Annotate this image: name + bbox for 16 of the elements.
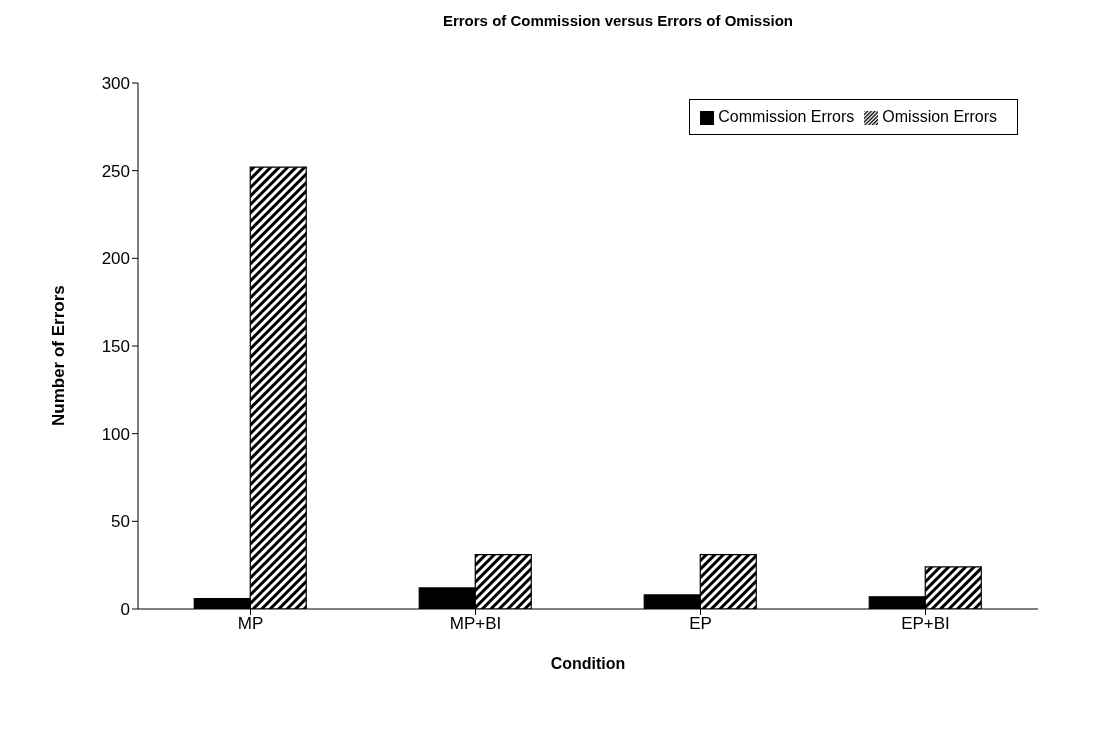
y-tick-label: 50 [111, 512, 130, 532]
chart-title: Errors of Commission versus Errors of Omission [441, 12, 795, 29]
y-tick-label: 0 [120, 600, 130, 620]
x-axis-title: Condition [550, 655, 626, 672]
x-tick-label: MP+BI [449, 614, 502, 634]
x-tick-label: EP [689, 614, 712, 634]
y-axis-title: Number of Errors [49, 285, 69, 426]
y-tick-label: 200 [101, 249, 130, 269]
y-tick-label: 150 [101, 337, 130, 357]
y-tick-label: 300 [101, 74, 130, 94]
y-tick-label: 250 [101, 161, 130, 181]
legend-label: Commission Errors [718, 108, 855, 125]
legend-label: Omission Errors [882, 108, 997, 125]
x-tick-label: MP [237, 614, 264, 634]
x-tick-label: EP+BI [901, 614, 950, 634]
y-tick-label: 100 [101, 424, 130, 444]
